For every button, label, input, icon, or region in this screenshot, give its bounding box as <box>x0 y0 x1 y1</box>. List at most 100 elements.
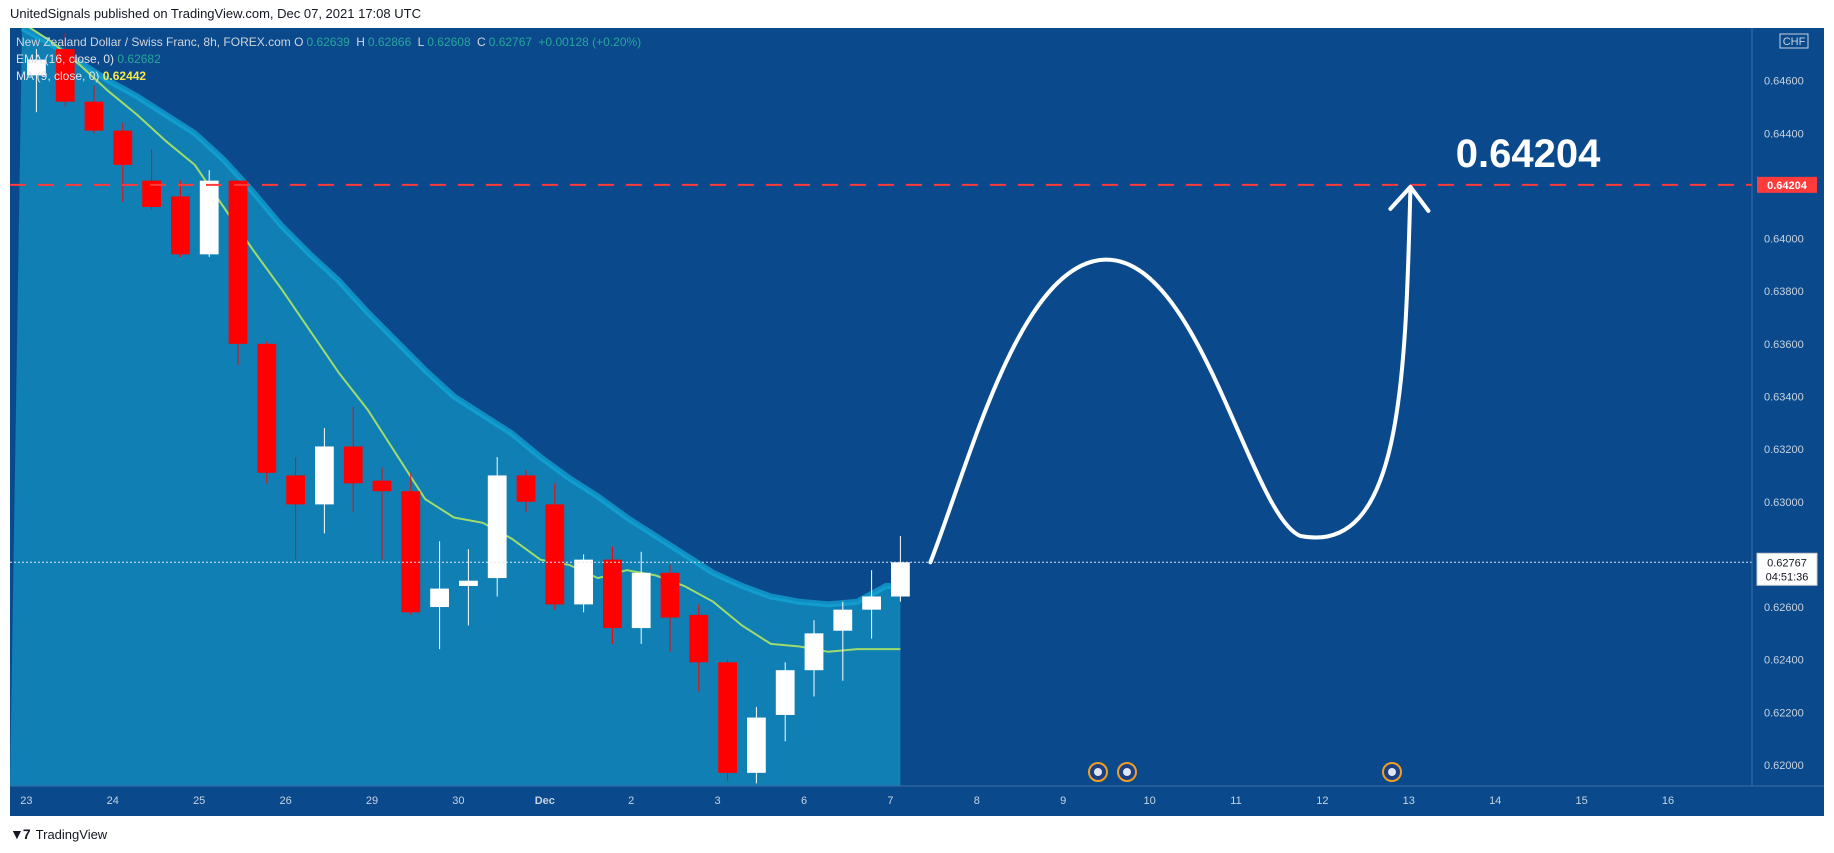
candle-body <box>171 196 190 255</box>
candle-body <box>84 101 104 131</box>
y-tick-label: 0.63600 <box>1764 339 1804 351</box>
ma-line <box>28 28 901 653</box>
candle-body <box>27 59 46 76</box>
candle-body <box>430 588 449 608</box>
candle-body <box>343 446 363 484</box>
y-tick-label: 0.62000 <box>1764 760 1804 772</box>
x-tick-label: 30 <box>452 795 464 807</box>
y-tick-label: 0.62200 <box>1764 707 1804 719</box>
symbol-row: New Zealand Dollar / Swiss Franc, 8h, FO… <box>16 34 644 51</box>
candle <box>660 564 680 652</box>
candle <box>55 33 75 107</box>
x-tick-label: Dec <box>535 795 555 807</box>
currency-badge: CHF <box>1779 33 1809 49</box>
event-flag-dot <box>1094 768 1102 776</box>
candle-body <box>804 633 824 671</box>
candle <box>315 428 334 534</box>
candle <box>516 470 536 513</box>
y-tick-label: 0.63200 <box>1764 444 1804 456</box>
x-tick-label: 23 <box>20 795 32 807</box>
ma-row[interactable]: MA (9, close, 0) 0.62442 <box>16 68 644 85</box>
ema-row[interactable]: EMA (16, close, 0) 0.62682 <box>16 51 644 68</box>
candle <box>459 549 478 626</box>
candle-body <box>718 662 737 773</box>
candle-body <box>545 504 565 605</box>
footer: ▼7 TradingView <box>10 826 107 842</box>
candle <box>372 467 392 560</box>
x-tick-label: 29 <box>366 795 378 807</box>
open-value: 0.62639 <box>306 35 350 49</box>
candle <box>891 535 910 602</box>
low-value: 0.62608 <box>427 35 471 49</box>
candle <box>430 541 449 650</box>
economic-event-icon[interactable] <box>1088 762 1108 782</box>
candle <box>603 546 622 644</box>
x-tick-label: 3 <box>715 795 721 807</box>
bar-countdown-label: 04:51:36 <box>1766 571 1809 583</box>
ema-value: 0.62682 <box>117 52 161 66</box>
ma-value: 0.62442 <box>102 69 147 83</box>
candle <box>631 551 651 644</box>
candle <box>804 620 824 697</box>
candle <box>228 180 248 365</box>
x-tick-label: 15 <box>1575 795 1587 807</box>
candle <box>747 707 766 784</box>
candle-body <box>603 559 622 629</box>
price-chart[interactable]: 0.64204 0.64600 0.64400 0.64000 0.63800 0.636… <box>10 28 1824 816</box>
candle-body <box>574 559 593 605</box>
y-tick-label: 0.62600 <box>1764 602 1804 614</box>
time-axis <box>10 786 1824 816</box>
tradingview-logo-icon[interactable]: ▼7 <box>10 826 31 842</box>
target-price-annotation: 0.64204 <box>1456 132 1601 176</box>
low-label: L <box>417 35 425 49</box>
candle <box>862 570 881 639</box>
x-tick-label: 10 <box>1143 795 1155 807</box>
footer-brand[interactable]: TradingView <box>35 826 108 842</box>
ma-label: MA (9, close, 0) <box>16 69 100 83</box>
candle <box>286 457 305 560</box>
candle <box>343 407 363 513</box>
economic-event-icon[interactable] <box>1382 762 1402 782</box>
x-tick-label: 24 <box>107 795 119 807</box>
x-tick-label: 8 <box>974 795 980 807</box>
candle-body <box>631 572 651 629</box>
candle <box>27 49 46 113</box>
x-tick-label: 25 <box>193 795 205 807</box>
change-value: +0.00128 (+0.20%) <box>538 35 642 49</box>
candle-body <box>775 670 795 715</box>
candle <box>84 85 104 134</box>
candle <box>257 341 277 484</box>
candle-body <box>286 475 305 505</box>
y-tick-label: 0.64400 <box>1764 128 1804 140</box>
candle-body <box>487 475 507 579</box>
candle-body <box>459 580 478 586</box>
candle <box>401 472 421 615</box>
economic-event-icon[interactable] <box>1117 762 1137 782</box>
candle-body <box>257 343 277 473</box>
x-tick-label: 14 <box>1489 795 1501 807</box>
y-tick-label: 0.64600 <box>1764 76 1804 88</box>
x-tick-label: 7 <box>887 795 893 807</box>
x-tick-label: 11 <box>1230 795 1241 807</box>
chart-area[interactable]: 0.64204 0.64600 0.64400 0.64000 0.63800 0.636… <box>10 28 1824 816</box>
candle-body <box>372 480 392 492</box>
candle-body <box>660 572 680 618</box>
candle-body <box>516 475 536 502</box>
candle-body <box>113 130 133 165</box>
candle <box>689 604 709 692</box>
candle-body <box>747 717 766 773</box>
x-tick-label: 12 <box>1316 795 1328 807</box>
symbol-title: New Zealand Dollar / Swiss Franc, 8h, FO… <box>16 35 291 49</box>
y-tick-label: 0.63800 <box>1764 286 1804 298</box>
candle-body <box>891 562 910 597</box>
candle-body <box>55 49 75 102</box>
candle <box>775 662 795 742</box>
currency-box <box>1779 33 1809 49</box>
high-label: H <box>356 35 365 49</box>
publisher-line: UnitedSignals published on TradingView.c… <box>10 6 421 21</box>
candle-body <box>199 180 219 255</box>
y-tick-label: 0.63000 <box>1764 497 1804 509</box>
candle-body <box>315 446 334 505</box>
close-value: 0.62767 <box>488 35 533 49</box>
x-tick-label: 9 <box>1060 795 1066 807</box>
